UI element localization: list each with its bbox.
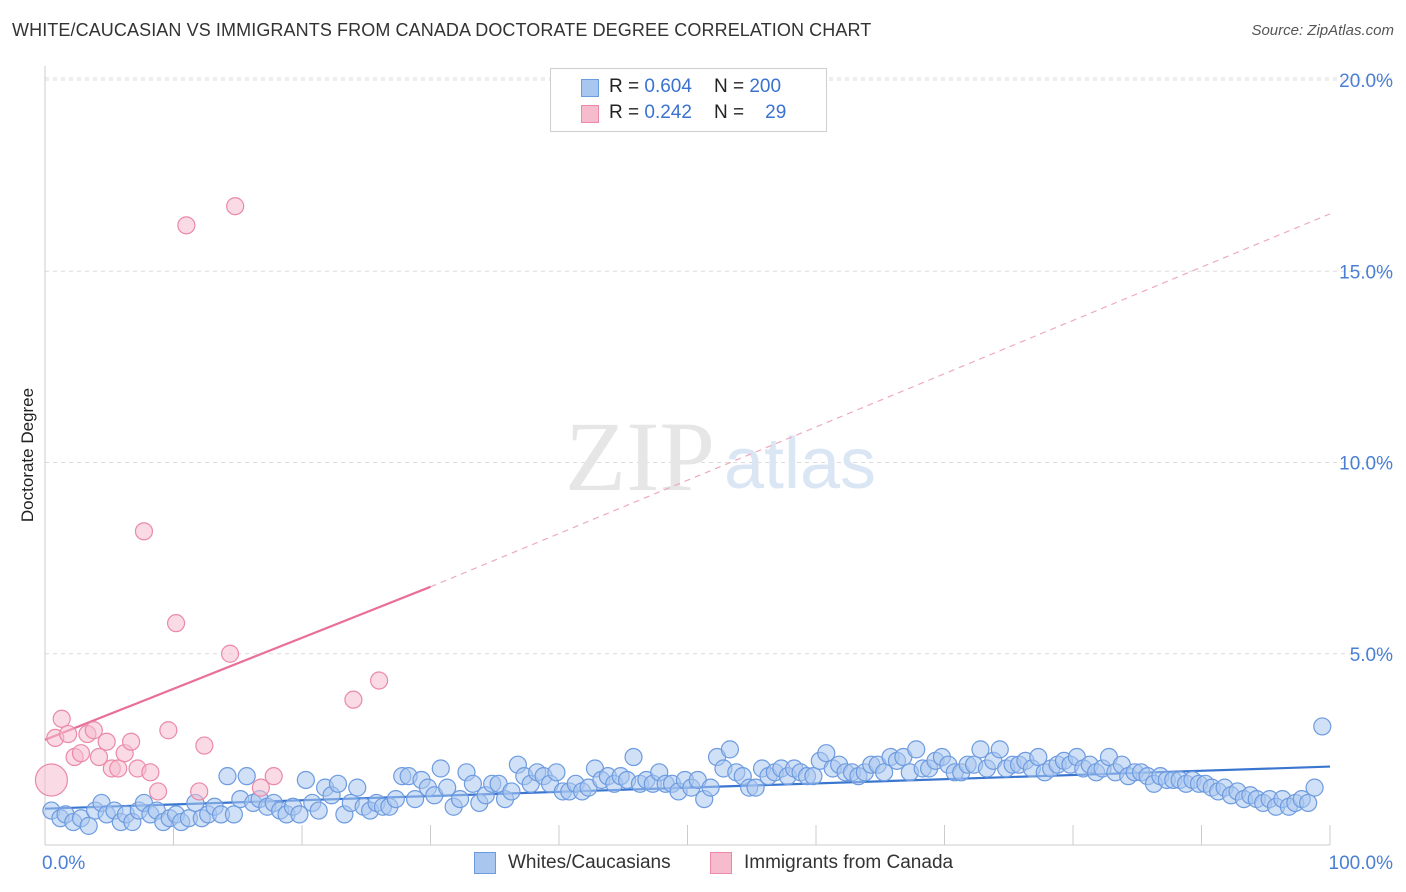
point-canada <box>226 197 245 216</box>
point-whites <box>296 770 315 790</box>
legend-r-label: R = <box>609 102 640 123</box>
legend-r-label: R = <box>609 76 640 97</box>
point-canada <box>195 736 214 755</box>
point-whites <box>1305 778 1324 797</box>
point-canada <box>34 763 69 797</box>
point-canada <box>134 522 154 541</box>
y-tick-label: 15.0% <box>1339 262 1393 283</box>
point-whites <box>971 740 990 759</box>
point-whites <box>502 782 521 801</box>
legend-row-blue: R = 0.604 N = 200 <box>609 75 781 99</box>
y-tick-label: 20.0% <box>1339 71 1393 92</box>
point-canada <box>177 216 196 235</box>
watermark: ZIP atlas <box>565 401 876 512</box>
point-canada <box>264 767 283 786</box>
point-canada <box>344 690 363 709</box>
point-whites <box>701 778 720 797</box>
watermark-atlas: atlas <box>724 424 876 504</box>
watermark-zip: ZIP <box>565 401 715 512</box>
bottom-swatch-pink <box>710 852 732 874</box>
tick-labels: 5.0% 10.0% 15.0% 20.0% 0.0% 100.0% <box>42 71 1393 874</box>
point-whites <box>438 778 457 797</box>
legend-swatch-blue <box>581 79 599 97</box>
point-canada <box>220 644 240 663</box>
point-whites <box>804 767 823 786</box>
point-whites <box>1313 717 1332 736</box>
point-whites <box>875 763 894 782</box>
bottom-swatch-blue <box>474 852 496 874</box>
point-canada <box>148 782 168 801</box>
point-whites <box>450 789 470 809</box>
point-whites <box>290 805 309 824</box>
point-canada <box>251 778 270 797</box>
point-canada <box>71 744 91 763</box>
point-whites <box>405 789 425 809</box>
legend-r-value: 0.604 <box>644 76 692 97</box>
source-label: Source: ZipAtlas.com <box>1251 22 1394 39</box>
point-canada <box>59 724 78 744</box>
point-whites <box>328 774 348 793</box>
point-whites <box>547 763 566 782</box>
stats-legend: R = 0.604 N = 200 R = 0.242 N = 29 <box>550 68 827 132</box>
point-canada <box>166 614 186 633</box>
legend-r-value: 0.242 <box>644 102 692 123</box>
trend-line-canada <box>44 585 431 741</box>
point-canada <box>159 721 178 740</box>
point-whites <box>817 744 836 763</box>
point-canada <box>109 759 128 778</box>
point-whites <box>431 759 450 778</box>
point-canada <box>84 721 103 740</box>
point-canada <box>97 732 116 751</box>
bottom-legend-whites: Whites/Caucasians <box>474 852 671 874</box>
axes <box>44 66 1330 846</box>
legend-n-label: N = <box>713 76 745 97</box>
point-whites <box>348 778 367 797</box>
legend-n-value: 200 <box>749 76 782 97</box>
x-tick-label: 0.0% <box>42 853 85 874</box>
point-whites <box>720 740 740 759</box>
legend-n-value: 29 <box>765 102 787 123</box>
y-tick-label: 5.0% <box>1350 645 1393 666</box>
x-tick-label: 100.0% <box>1329 853 1394 874</box>
trend-line-canada-extended <box>430 213 1331 588</box>
legend-swatch-pink <box>581 105 599 123</box>
data-points <box>34 197 1332 835</box>
point-canada <box>370 671 389 690</box>
bottom-legend-canada: Immigrants from Canada <box>710 852 953 874</box>
point-whites <box>990 740 1009 759</box>
grid <box>45 77 1392 845</box>
bottom-legend-label: Immigrants from Canada <box>744 852 954 873</box>
legend-n-label: N = <box>713 102 745 123</box>
point-whites <box>79 816 98 835</box>
point-whites <box>224 805 243 824</box>
point-whites <box>309 801 328 820</box>
point-whites <box>746 778 765 797</box>
point-canada <box>89 747 109 767</box>
chart-title: WHITE/CAUCASIAN VS IMMIGRANTS FROM CANAD… <box>12 20 872 40</box>
point-canada <box>121 732 141 751</box>
point-whites <box>237 767 256 786</box>
point-canada <box>141 763 160 782</box>
point-whites <box>907 740 926 759</box>
point-whites <box>218 767 237 786</box>
point-canada <box>190 782 209 801</box>
bottom-legend-label: Whites/Caucasians <box>508 852 671 873</box>
point-canada <box>52 709 71 728</box>
legend-row-pink: R = 0.242 N = 29 <box>609 101 786 125</box>
y-tick-label: 10.0% <box>1339 454 1393 475</box>
point-whites <box>1029 747 1048 767</box>
point-whites <box>624 747 643 767</box>
point-whites <box>463 774 483 793</box>
point-whites <box>1299 793 1318 813</box>
y-axis-label: Doctorate Degree <box>18 388 37 522</box>
point-whites <box>386 789 405 809</box>
